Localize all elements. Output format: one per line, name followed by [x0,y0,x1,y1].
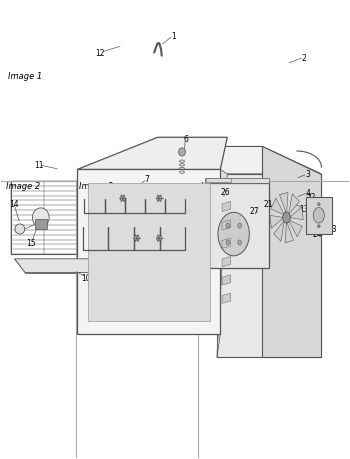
Text: 10: 10 [81,273,91,282]
FancyBboxPatch shape [206,178,231,183]
Polygon shape [222,294,231,304]
Polygon shape [217,170,227,358]
Text: 26: 26 [221,187,230,196]
Ellipse shape [157,196,162,202]
Text: 3: 3 [305,170,310,179]
Ellipse shape [157,236,162,241]
Text: Image 2: Image 2 [6,181,40,190]
Polygon shape [217,174,321,358]
Polygon shape [285,222,294,243]
Ellipse shape [15,224,25,235]
Ellipse shape [226,241,230,246]
Polygon shape [289,207,303,220]
Ellipse shape [317,225,320,229]
Text: 21: 21 [264,200,273,209]
Text: 14: 14 [9,200,19,209]
FancyBboxPatch shape [205,178,269,184]
Text: 4: 4 [306,188,310,197]
Ellipse shape [33,208,49,228]
Ellipse shape [238,224,241,229]
Text: 1: 1 [171,32,176,41]
Text: 6: 6 [183,134,188,143]
Polygon shape [274,221,285,242]
Polygon shape [77,138,227,170]
FancyBboxPatch shape [35,219,47,230]
Polygon shape [262,147,321,358]
Ellipse shape [134,236,139,241]
Ellipse shape [313,208,324,224]
Text: 22: 22 [306,193,316,202]
Polygon shape [270,216,284,229]
Ellipse shape [238,241,241,246]
Text: 12: 12 [95,49,105,58]
Ellipse shape [283,213,290,224]
Polygon shape [158,147,321,174]
Polygon shape [288,221,302,237]
Text: 2: 2 [302,53,306,62]
Polygon shape [222,275,231,285]
Text: Image 3: Image 3 [79,181,113,190]
Text: 5: 5 [218,217,223,226]
Polygon shape [222,239,231,249]
Text: 24: 24 [313,230,322,239]
Text: 11: 11 [34,161,44,170]
FancyBboxPatch shape [88,184,210,321]
Text: 20: 20 [134,220,143,230]
FancyBboxPatch shape [306,197,332,234]
Text: 15: 15 [27,239,36,248]
Text: 16: 16 [182,194,192,203]
Text: 17: 17 [177,233,187,242]
Polygon shape [271,199,285,215]
Ellipse shape [218,213,249,256]
Ellipse shape [120,196,125,202]
Text: Image 4: Image 4 [201,181,236,190]
Text: 7: 7 [145,175,149,184]
FancyBboxPatch shape [205,184,269,269]
Polygon shape [77,170,220,335]
Ellipse shape [226,224,230,229]
Polygon shape [222,257,231,267]
Text: 8: 8 [152,248,156,257]
Polygon shape [280,193,288,214]
Text: 18: 18 [146,256,155,265]
Text: 23: 23 [327,225,337,234]
Text: 27: 27 [250,207,259,216]
Text: 9: 9 [113,257,118,266]
Text: 25: 25 [197,190,207,200]
Polygon shape [288,195,299,215]
Polygon shape [222,202,231,212]
Ellipse shape [317,203,320,207]
Text: 13: 13 [299,204,309,213]
Polygon shape [222,220,231,230]
Text: Image 1: Image 1 [8,72,42,80]
Ellipse shape [178,149,186,157]
Polygon shape [15,259,182,273]
Text: 19: 19 [182,211,192,220]
